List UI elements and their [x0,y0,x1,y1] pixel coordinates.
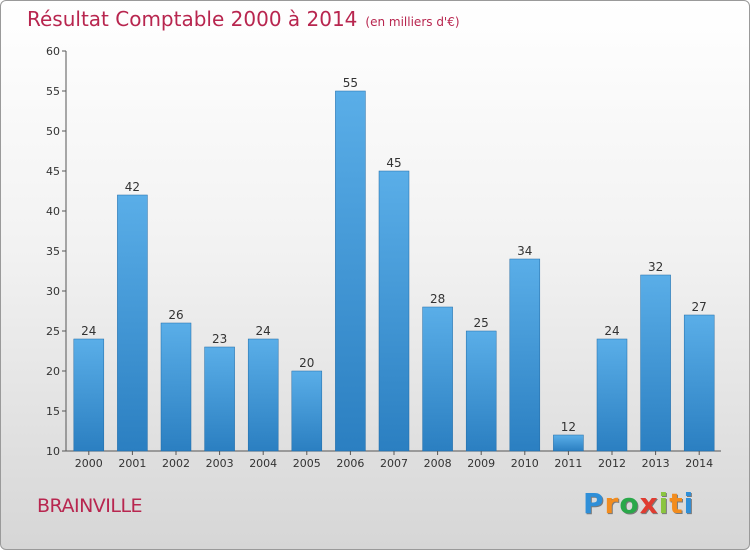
bar-value-label: 12 [561,420,576,434]
y-tick-label: 10 [46,445,60,458]
y-tick-label: 50 [46,125,60,138]
x-tick-label: 2004 [249,457,277,470]
y-tick-label: 30 [46,285,60,298]
bar-value-label: 34 [517,244,532,258]
bar [465,330,497,452]
bar-value-label: 26 [168,308,183,322]
x-tick-label: 2002 [162,457,190,470]
x-tick-label: 2009 [467,457,495,470]
commune-name: BRAINVILLE [37,495,143,517]
y-tick-label: 20 [46,365,60,378]
x-tick-label: 2010 [511,457,539,470]
logo-letter: i [683,487,695,520]
logo-letter: r [604,487,620,520]
bar [683,314,715,452]
x-tick-label: 2014 [685,457,713,470]
x-tick-label: 2003 [206,457,234,470]
bar [596,338,628,452]
bar-value-label: 28 [430,292,445,306]
bar-value-label: 25 [474,316,489,330]
x-tick-label: 2005 [293,457,321,470]
title-text: Résultat Comptable 2000 à 2014 [27,7,358,31]
proxiti-logo[interactable]: Proxiti [583,487,694,520]
bar [291,370,323,452]
bar [422,306,453,452]
bar [378,170,410,452]
x-tick-label: 2000 [75,457,103,470]
chart-subtitle: (en milliers d'€) [365,15,460,29]
logo-letter: x [639,487,659,520]
bar [247,338,279,452]
y-tick-label: 55 [46,85,60,98]
x-tick-label: 2007 [380,457,408,470]
logo-letter: P [583,487,605,520]
x-tick-label: 2008 [424,457,452,470]
logo-letter: i [658,487,670,520]
x-tick-label: 2001 [118,457,146,470]
bar [160,322,192,452]
logo-letter: t [669,487,684,520]
y-tick-label: 35 [46,245,60,258]
bar [640,274,671,452]
y-tick-label: 25 [46,325,60,338]
y-tick-label: 15 [46,405,60,418]
bar-value-label: 32 [648,260,663,274]
y-tick-label: 60 [46,45,60,58]
chart-title: Résultat Comptable 2000 à 2014 (en millie… [27,7,460,31]
bar-value-label: 24 [256,324,271,338]
x-tick-label: 2011 [554,457,582,470]
bar-value-label: 42 [125,180,140,194]
bar-value-label: 55 [343,76,358,90]
bar [73,338,105,452]
bar [204,346,235,452]
bar [553,434,584,452]
bar [335,90,366,452]
logo-letter: o [619,487,640,520]
bar [117,194,148,452]
bar-value-label: 24 [81,324,96,338]
bar-value-label: 45 [386,156,401,170]
x-tick-label: 2012 [598,457,626,470]
bar-value-label: 24 [604,324,619,338]
bar-value-label: 23 [212,332,227,346]
y-tick-label: 40 [46,205,60,218]
x-tick-label: 2013 [642,457,670,470]
bar [509,258,541,452]
y-tick-label: 45 [46,165,60,178]
x-tick-label: 2006 [336,457,364,470]
bar-value-label: 20 [299,356,314,370]
bar-value-label: 27 [692,300,707,314]
